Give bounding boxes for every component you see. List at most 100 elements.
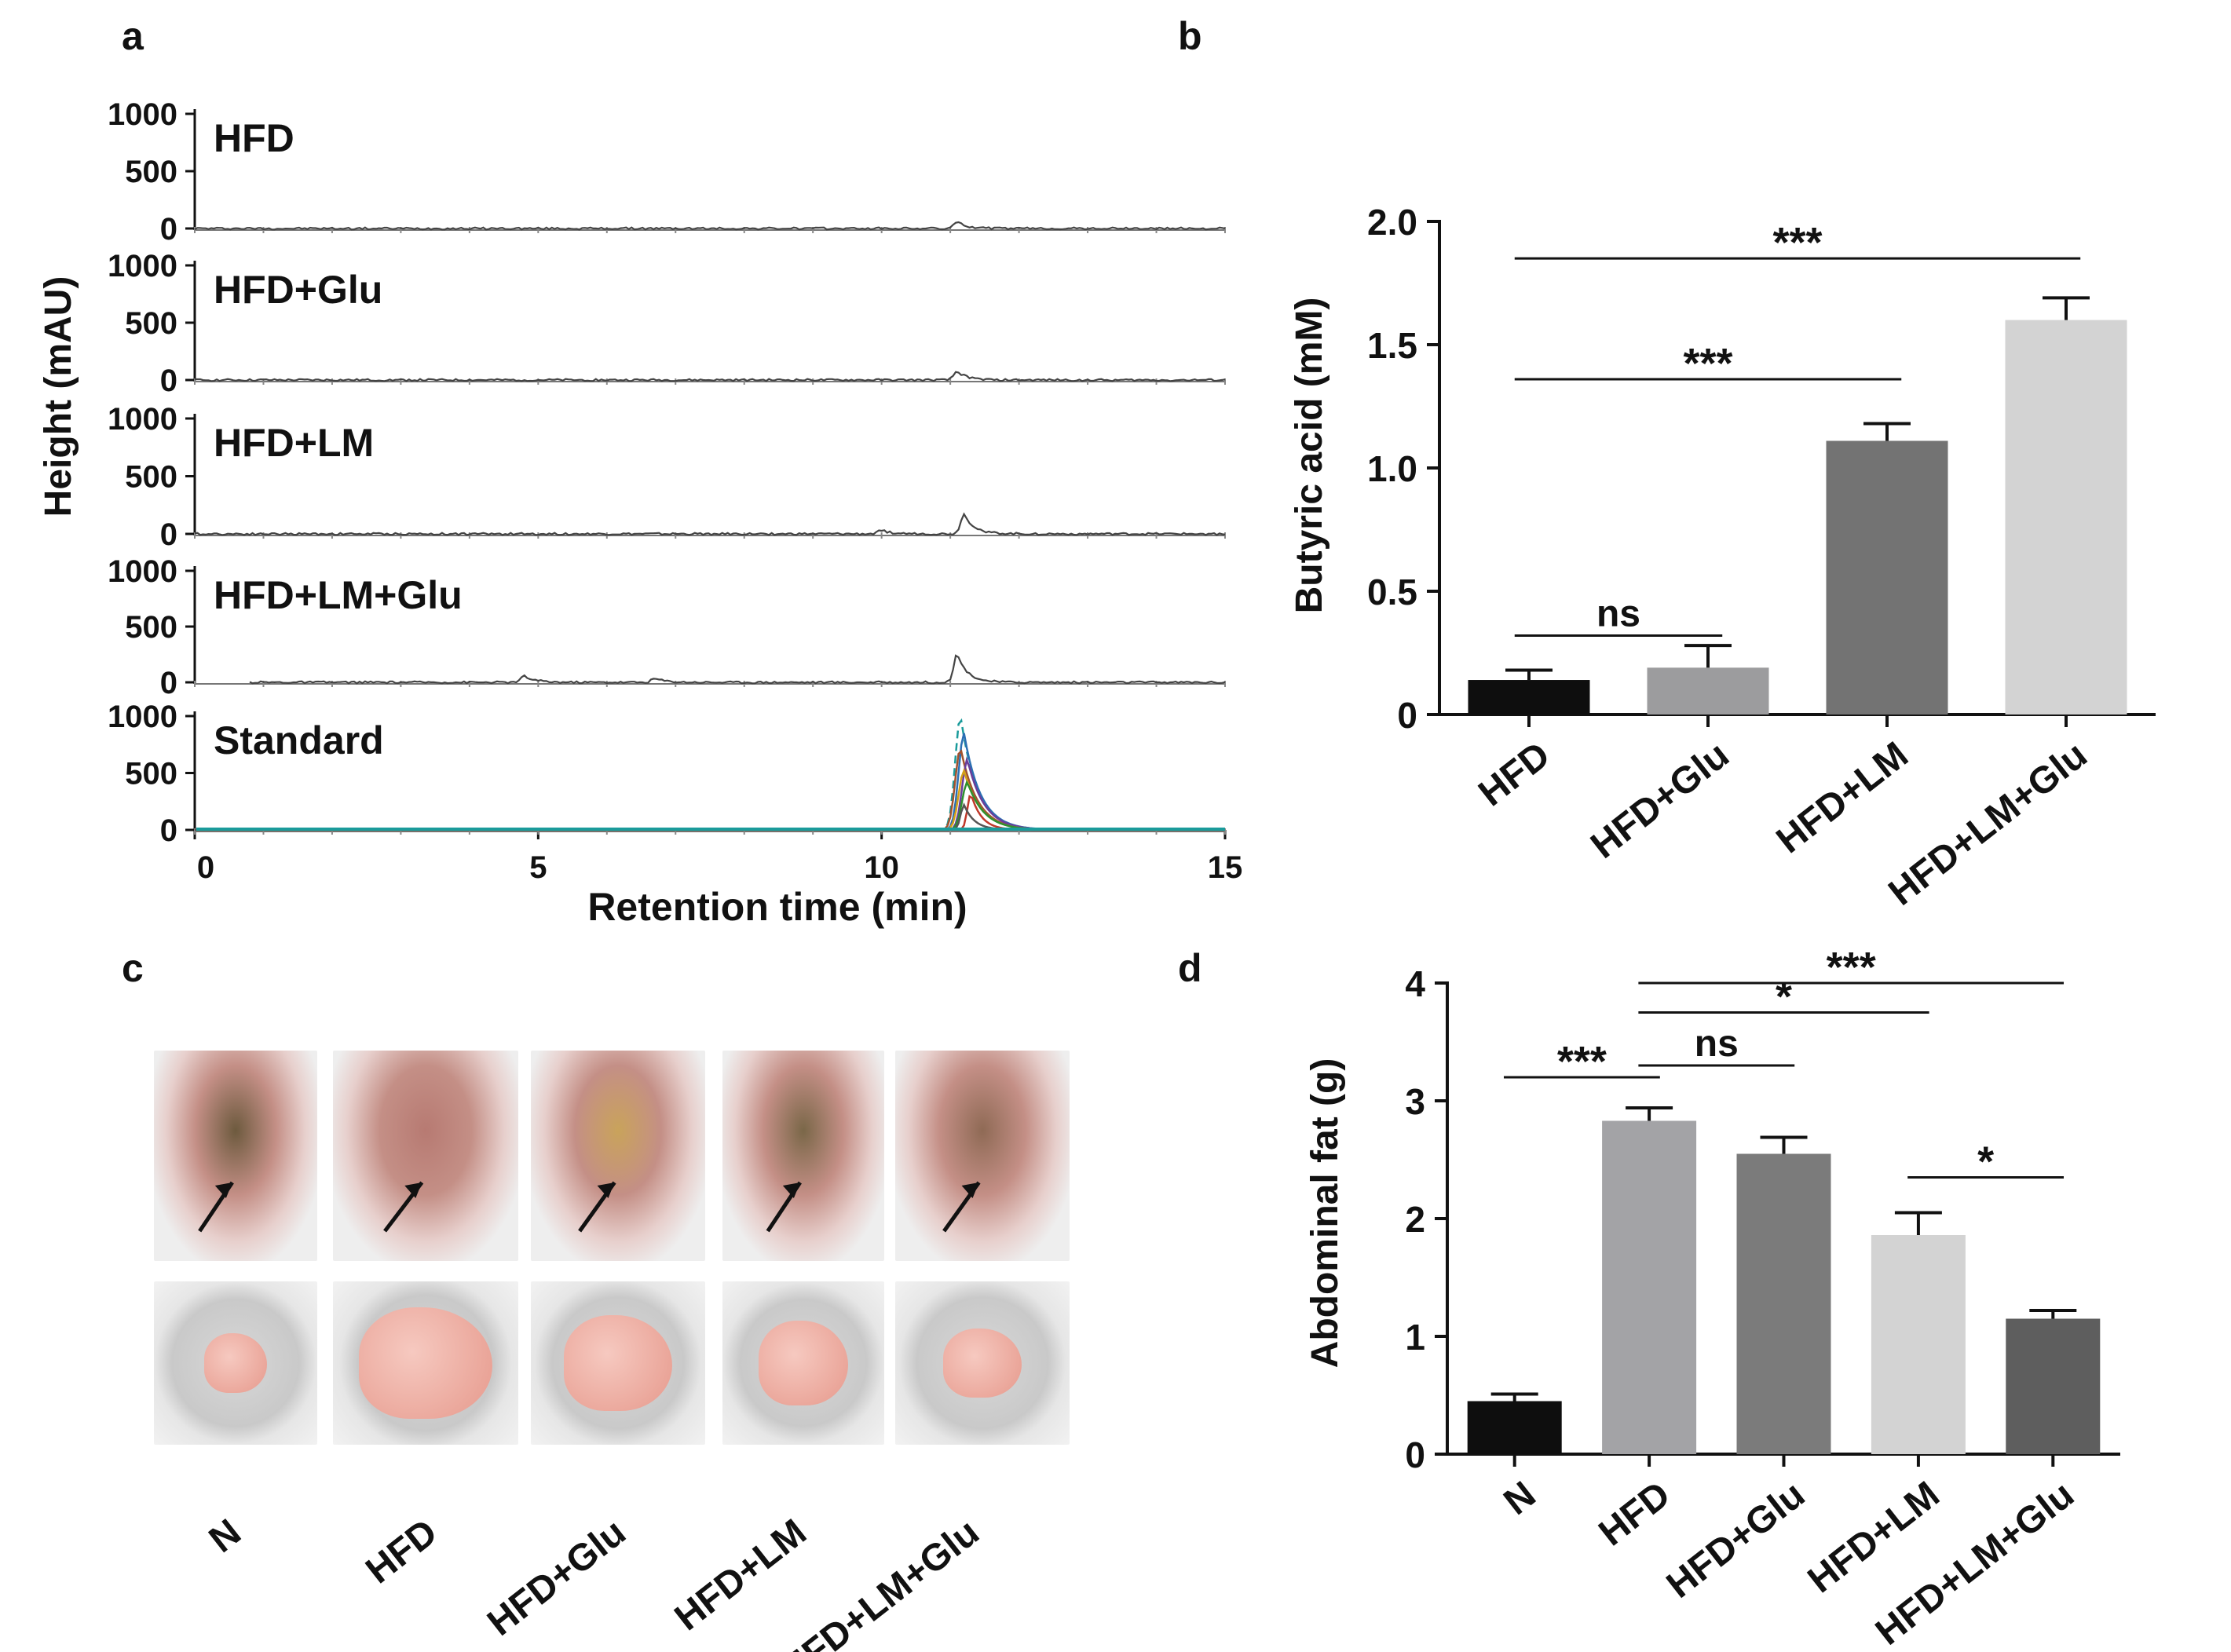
category-label: HFD bbox=[1592, 1474, 1678, 1555]
y-tick-label: 1000 bbox=[108, 249, 177, 283]
dissection-photo bbox=[531, 1051, 705, 1261]
arrow-head bbox=[961, 1182, 979, 1198]
y-tick-label: 4 bbox=[1405, 963, 1425, 1004]
x-tick-label: 15 bbox=[1208, 850, 1243, 885]
arrow-icon bbox=[942, 1181, 981, 1233]
category-label: HFD+LM bbox=[1769, 734, 1916, 861]
y-tick-label: 1000 bbox=[108, 402, 177, 437]
significance-label: *** bbox=[1827, 944, 1876, 991]
bar bbox=[1467, 1401, 1562, 1454]
bar bbox=[1871, 1235, 1966, 1454]
subplot-label: HFD bbox=[214, 116, 294, 160]
y-tick-label: 1000 bbox=[108, 700, 177, 734]
significance-label: ns bbox=[1596, 594, 1640, 635]
bar bbox=[1826, 440, 1948, 715]
trace-hfd bbox=[194, 221, 1226, 231]
trace-std-6 bbox=[195, 780, 1225, 831]
significance-label: *** bbox=[1557, 1038, 1607, 1085]
photo-label: HFD bbox=[358, 1511, 444, 1592]
panel-label-c: c bbox=[122, 946, 144, 990]
bar bbox=[1736, 1153, 1831, 1454]
dissection-photo bbox=[722, 1051, 884, 1261]
trace-std-8 bbox=[195, 802, 1225, 831]
trace-std-5 bbox=[195, 767, 1225, 831]
subplot-label: Standard bbox=[214, 718, 384, 762]
fat-dish-photo bbox=[722, 1281, 884, 1445]
arrow-icon bbox=[198, 1181, 234, 1233]
fat-dish-photo bbox=[333, 1281, 518, 1445]
arrow-icon bbox=[578, 1181, 616, 1233]
dissection-photo bbox=[895, 1051, 1070, 1261]
category-label: N bbox=[1497, 1474, 1544, 1523]
y-tick-label: 0 bbox=[160, 364, 177, 398]
subplot-hfd-glu: 0 500 1000 HFD+Glu bbox=[108, 249, 1226, 398]
y-tick-label: 1 bbox=[1405, 1317, 1425, 1358]
y-tick-label: 500 bbox=[125, 155, 177, 189]
fat-sample bbox=[204, 1333, 267, 1393]
category-label: HFD+Glu bbox=[1659, 1474, 1812, 1606]
y-tick-label: 1000 bbox=[108, 97, 177, 132]
y-tick-label: 0 bbox=[1405, 1435, 1425, 1475]
x-tick-label: 5 bbox=[529, 850, 547, 885]
fat-sample bbox=[759, 1320, 848, 1406]
significance-label: ns bbox=[1695, 1023, 1739, 1065]
fat-dish-photo bbox=[895, 1281, 1070, 1445]
arrow-head bbox=[597, 1182, 615, 1198]
fat-dish-photo bbox=[531, 1281, 705, 1445]
y-tick-label: 3 bbox=[1405, 1081, 1425, 1122]
panel-label-d: d bbox=[1178, 946, 1202, 990]
fat-sample bbox=[943, 1328, 1022, 1398]
panel-label-b: b bbox=[1178, 14, 1202, 58]
chromatogram-panel: Height (mAU) Retention time (min) 0 5 10 15… bbox=[38, 97, 1242, 929]
photo-label: HFD+LM bbox=[667, 1511, 814, 1639]
photo-label: HFD+LM+Glu bbox=[774, 1511, 987, 1652]
x-tick-label: 10 bbox=[864, 850, 899, 885]
trace-hfd-lm-glu bbox=[249, 654, 1226, 685]
category-label: HFD+LM+Glu bbox=[1882, 734, 2095, 914]
bar bbox=[2006, 1318, 2101, 1454]
x-axis-label: Retention time (min) bbox=[587, 885, 967, 929]
arrow-icon bbox=[383, 1181, 424, 1233]
subplot-hfd-lm: 0 500 1000 HFD+LM bbox=[108, 402, 1226, 552]
significance-label: *** bbox=[1772, 219, 1822, 266]
subplot-hfd-lm-glu: 0 500 1000 HFD+LM+Glu bbox=[108, 554, 1226, 700]
trace-std-4 bbox=[195, 756, 1225, 831]
bar bbox=[2005, 320, 2127, 715]
bar bbox=[1602, 1120, 1697, 1454]
dissection-photo bbox=[333, 1051, 518, 1261]
arrow-head bbox=[404, 1182, 422, 1198]
y-tick-label: 0 bbox=[160, 666, 177, 700]
y-tick-label: 500 bbox=[125, 306, 177, 341]
subplot-label: HFD+LM bbox=[214, 421, 374, 465]
y-tick-label: 0.5 bbox=[1367, 572, 1417, 612]
subplot-hfd: 0 500 1000 HFD bbox=[108, 97, 1226, 247]
trace-hfd-lm bbox=[194, 512, 1226, 536]
y-tick-label: 0 bbox=[160, 212, 177, 247]
trace-std-3 bbox=[195, 749, 1225, 831]
bar bbox=[1468, 680, 1590, 715]
panel-label-a: a bbox=[122, 14, 144, 58]
x-tick-label: 0 bbox=[197, 850, 214, 885]
arrow-head bbox=[782, 1182, 800, 1198]
fat-sample bbox=[359, 1307, 492, 1420]
y-tick-label: 1.5 bbox=[1367, 325, 1417, 366]
y-tick-label: 0 bbox=[1397, 695, 1417, 736]
y-tick-label: 1000 bbox=[108, 554, 177, 589]
subplot-label: HFD+LM+Glu bbox=[214, 573, 463, 617]
trace-hfd-glu bbox=[194, 371, 1226, 382]
fat-sample bbox=[564, 1314, 672, 1412]
photo-label: HFD+Glu bbox=[480, 1511, 633, 1644]
arrow-icon bbox=[766, 1181, 802, 1233]
y-tick-label: 1.0 bbox=[1367, 448, 1417, 489]
subplot-standard: 0 500 1000 Standard bbox=[108, 700, 1226, 848]
significance-label: * bbox=[1977, 1138, 1994, 1186]
y-tick-label: 2.0 bbox=[1367, 202, 1417, 243]
butyric-acid-bar-chart: Butyric acid (mM) 0 0.5 1.0 1.5 2.0 HFD HFD+Gl… bbox=[1289, 202, 2156, 914]
y-tick-label: 2 bbox=[1405, 1199, 1425, 1240]
y-tick-label: 0 bbox=[160, 813, 177, 848]
category-label: HFD bbox=[1471, 734, 1557, 815]
significance-label: *** bbox=[1683, 340, 1732, 387]
photo-label: N bbox=[202, 1511, 249, 1561]
